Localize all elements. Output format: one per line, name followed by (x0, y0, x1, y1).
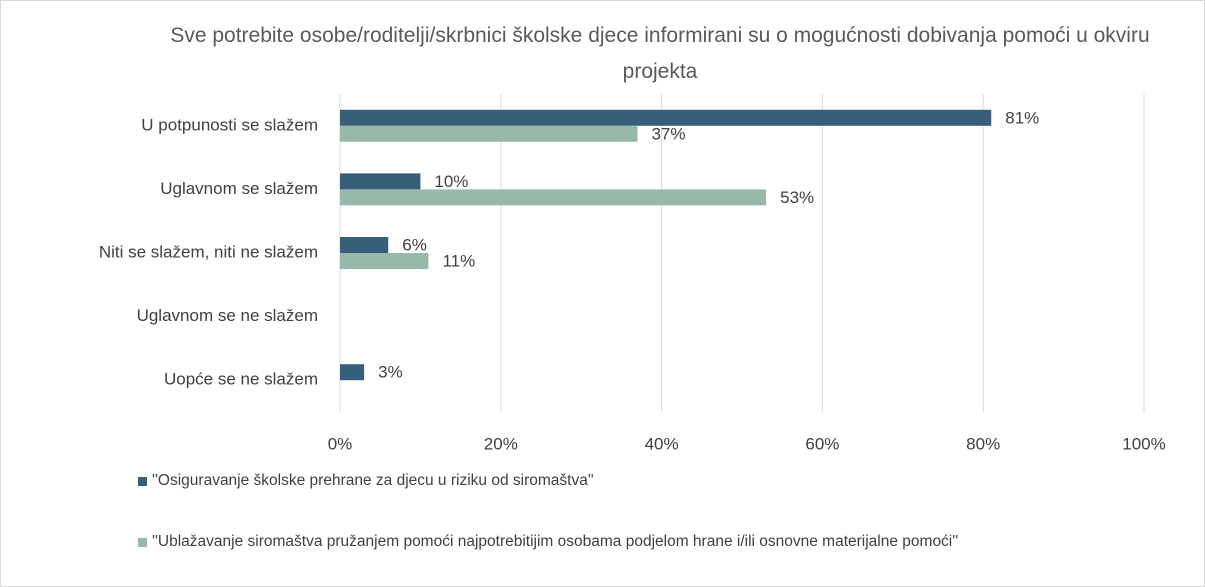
data-label: 53% (780, 188, 814, 207)
x-tick-label: 100% (1122, 434, 1165, 453)
bar (340, 173, 421, 190)
bar (340, 189, 767, 206)
legend-swatch (138, 538, 147, 547)
chart-title: Sve potrebite osobe/roditelji/skrbnici š… (170, 24, 1150, 83)
x-tick-label: 40% (645, 434, 679, 453)
x-tick-label: 20% (484, 434, 518, 453)
legend-swatch (138, 477, 147, 486)
data-label: 11% (442, 251, 475, 270)
bar (340, 253, 429, 269)
x-tick-label: 80% (966, 434, 1000, 453)
legend-label: ''Osiguravanje školske prehrane za djecu… (152, 472, 594, 489)
x-tick-label: 60% (805, 434, 839, 453)
x-tick-label: 0% (328, 434, 353, 453)
legend-label: ''Ublažavanje siromaštva pružanjem pomoć… (152, 533, 959, 550)
y-tick-label: Uglavnom se slažem (160, 179, 318, 198)
bar (340, 109, 992, 126)
data-label: 81% (1005, 108, 1039, 127)
y-tick-label: U potpunosti se slažem (141, 115, 318, 134)
data-label: 10% (434, 172, 468, 191)
bar (340, 125, 638, 142)
bar (340, 364, 365, 381)
data-label: 3% (378, 363, 403, 382)
data-label: 37% (651, 124, 685, 143)
bar (340, 237, 389, 253)
data-label: 6% (402, 235, 427, 254)
y-tick-label: Uglavnom se ne slažem (137, 306, 318, 325)
y-tick-label: Uopće se ne slažem (164, 370, 318, 389)
y-tick-label: Niti se slažem, niti ne slažem (99, 242, 318, 261)
